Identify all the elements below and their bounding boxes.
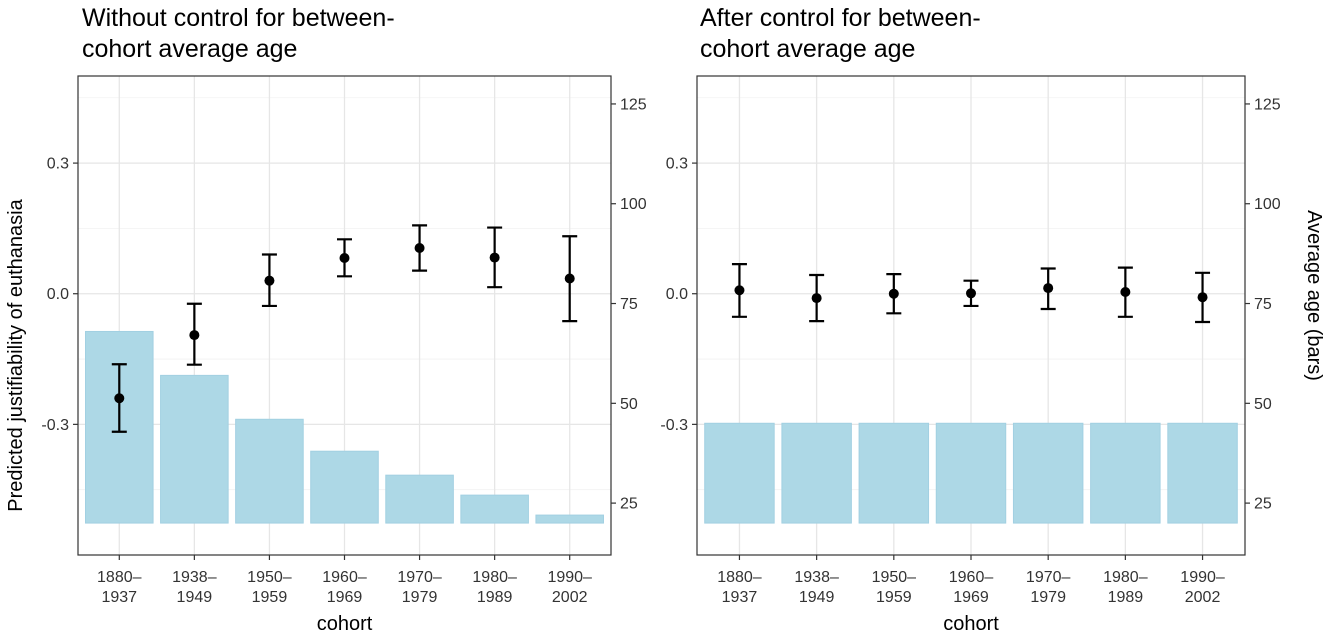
x-tick-label: 1959 [252,589,288,606]
x-tick-label: 2002 [552,589,588,606]
x-tick-label: 1990– [1180,569,1225,586]
x-tick-label: 1969 [327,589,363,606]
point-estimate [414,243,425,254]
average-age-bar [160,374,229,524]
y-axis-title: Predicted justifiability of euthanasia [5,198,27,511]
point-estimate [564,273,575,284]
x-tick-label: 1938– [172,569,217,586]
x-tick-label: 1880– [97,569,142,586]
average-age-bar [1012,422,1084,524]
average-age-bar [704,422,775,524]
x-tick-label: 1949 [799,589,835,606]
point-estimate [734,285,745,296]
average-age-bar [235,418,304,524]
point-estimate [189,330,200,341]
y2-tick-label: 25 [620,496,638,513]
y2-tick-label: 25 [1254,496,1272,513]
y-tick-label: -0.3 [41,417,69,434]
x-tick-label: 1960– [322,569,367,586]
y-tick-label: 0.3 [666,156,688,173]
y2-tick-label: 100 [1254,196,1281,213]
y-tick-label: -0.3 [660,417,688,434]
point-estimate [1197,292,1208,303]
average-age-bar [781,422,852,524]
x-axis-title: cohort [317,613,373,635]
y2-tick-label: 75 [620,296,638,313]
x-tick-label: 1970– [1026,569,1071,586]
x-tick-label: 2002 [1185,589,1221,606]
x-tick-label: 1979 [402,589,438,606]
y-tick-label: 0.3 [47,156,69,173]
panel-2: After control for between-cohort average… [660,4,1325,635]
point-estimate [339,253,350,264]
x-tick-label: 1970– [397,569,442,586]
x-axis-title: cohort [943,613,999,635]
x-tick-label: 1989 [477,589,513,606]
y-tick-label: 0.0 [47,286,69,303]
y2-axis-title: Average age (bars) [1303,210,1325,381]
point-estimate [489,252,500,263]
x-tick-label: 1949 [177,589,213,606]
panel-title-line: After control for between- [700,4,981,32]
average-age-bar [460,494,529,524]
x-tick-label: 1937 [722,589,758,606]
x-tick-label: 1980– [472,569,517,586]
average-age-bar [1167,422,1238,524]
average-age-bar [310,450,379,524]
point-estimate [966,288,976,299]
point-estimate [114,393,125,404]
x-tick-label: 1969 [953,589,989,606]
point-estimate [888,288,899,299]
y2-tick-label: 125 [620,96,647,113]
y2-tick-label: 75 [1254,296,1272,313]
x-tick-label: 1980– [1103,569,1148,586]
average-age-bar [935,422,1007,524]
panel-1: Without control for between-cohort avera… [5,4,647,635]
x-tick-label: 1990– [547,569,592,586]
point-estimate [264,275,275,286]
average-age-bar [1090,422,1161,524]
y2-tick-label: 50 [1254,396,1272,413]
average-age-bar [858,422,930,524]
point-estimate [1120,286,1131,297]
y2-tick-label: 50 [620,396,638,413]
y2-tick-label: 100 [620,196,647,213]
x-tick-label: 1960– [949,569,994,586]
x-tick-label: 1989 [1108,589,1144,606]
average-age-bar [535,514,604,524]
x-tick-label: 1959 [876,589,912,606]
panel-title-line: cohort average age [82,35,297,63]
point-estimate [1043,283,1054,294]
x-tick-label: 1950– [247,569,292,586]
x-tick-label: 1937 [101,589,137,606]
panel-title-line: Without control for between- [82,4,395,32]
average-age-bar [385,474,454,524]
x-tick-label: 1880– [717,569,762,586]
x-tick-label: 1950– [872,569,917,586]
panel-title-line: cohort average age [700,35,915,63]
y2-tick-label: 125 [1254,96,1281,113]
point-estimate [811,293,822,304]
x-tick-label: 1979 [1030,589,1066,606]
x-tick-label: 1938– [794,569,839,586]
y-tick-label: 0.0 [666,286,688,303]
